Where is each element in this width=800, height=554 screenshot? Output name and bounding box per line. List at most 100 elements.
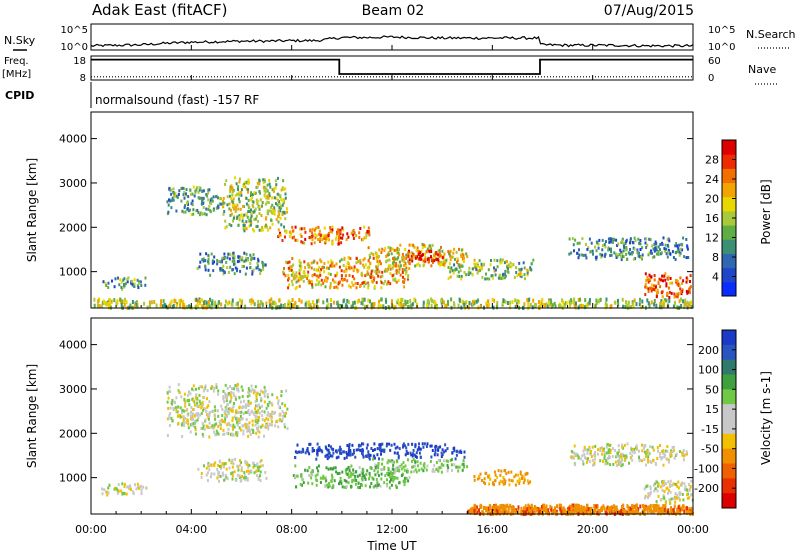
echo-cell	[198, 213, 201, 217]
echo-cell	[598, 238, 601, 242]
echo-cell	[585, 506, 588, 510]
echo-cell	[384, 474, 387, 478]
echo-cell	[274, 179, 277, 183]
echo-cell	[188, 304, 191, 309]
echo-cell	[180, 187, 183, 190]
echo-cell	[371, 476, 374, 480]
echo-cell	[376, 485, 379, 489]
echo-cell	[182, 421, 185, 425]
echo-cell	[298, 272, 301, 276]
echo-cell	[179, 414, 182, 417]
echo-cell	[221, 407, 224, 411]
echo-cell	[243, 229, 246, 233]
echo-cell	[434, 448, 437, 452]
echo-cell	[243, 222, 245, 226]
echo-cell	[177, 383, 180, 387]
echo-cell	[361, 483, 363, 487]
echo-cell	[663, 455, 666, 459]
echo-cell	[657, 281, 660, 285]
echo-cell	[363, 284, 366, 288]
echo-cell	[329, 467, 332, 471]
echo-cell	[522, 481, 525, 485]
echo-cell	[414, 464, 417, 468]
echo-cell	[459, 263, 462, 267]
echo-cell	[414, 256, 417, 260]
echo-cell	[251, 196, 253, 199]
echo-cell	[258, 268, 261, 272]
echo-cell	[575, 301, 577, 306]
echo-cell	[314, 226, 317, 230]
echo-cell	[647, 496, 649, 499]
echo-cell	[554, 506, 556, 511]
echo-cell	[223, 400, 226, 404]
echo-cell	[407, 253, 410, 256]
echo-cell	[331, 225, 334, 229]
echo-cell	[667, 488, 670, 492]
echo-cell	[183, 398, 186, 402]
echo-cell	[376, 253, 378, 257]
echo-cell	[477, 264, 479, 268]
echo-cell	[383, 448, 386, 452]
echo-cell	[238, 474, 241, 478]
echo-cell	[263, 394, 266, 398]
echo-cell	[334, 280, 337, 284]
echo-cell	[399, 264, 402, 268]
echo-cell	[194, 425, 197, 429]
echo-cell	[251, 269, 254, 273]
echo-cell	[430, 303, 433, 308]
echo-cell	[461, 264, 464, 268]
echo-cell	[412, 449, 415, 452]
echo-cell	[215, 429, 218, 433]
echo-cell	[667, 480, 670, 484]
echo-cell	[245, 227, 248, 231]
echo-cell	[621, 443, 624, 447]
echo-cell	[437, 258, 440, 262]
echo-cell	[231, 254, 234, 258]
echo-cell	[191, 414, 194, 418]
echo-cell	[398, 466, 400, 469]
echo-cell	[266, 212, 269, 215]
echo-cell	[529, 480, 532, 484]
echo-cell	[661, 301, 664, 306]
echo-cell	[283, 266, 285, 270]
echo-cell	[173, 298, 176, 303]
echo-cell	[635, 444, 638, 448]
echo-cell	[146, 305, 149, 310]
echo-cell	[208, 400, 211, 404]
echo-cell	[675, 452, 678, 456]
colorbar-tick-label: 50	[705, 383, 719, 396]
echo-cell	[150, 300, 153, 305]
echo-cell	[625, 246, 628, 249]
echo-cell	[343, 450, 345, 454]
echo-cell	[308, 303, 311, 308]
colorbar-tick-label: 8	[712, 251, 719, 264]
echo-cell	[580, 304, 583, 309]
echo-cell	[358, 231, 361, 235]
echo-cell	[258, 430, 261, 434]
echo-cell	[508, 483, 511, 487]
echo-cell	[665, 487, 668, 491]
echo-cell	[354, 474, 357, 478]
echo-cell	[238, 215, 241, 219]
echo-cell	[397, 454, 400, 458]
echo-cell	[204, 265, 207, 269]
echo-cell	[224, 219, 227, 223]
echo-cell	[381, 467, 384, 471]
echo-cell	[116, 299, 119, 304]
echo-cell	[649, 491, 652, 495]
echo-cell	[183, 417, 185, 421]
echo-cell	[433, 300, 436, 305]
echo-cell	[674, 495, 677, 499]
echo-cell	[532, 298, 535, 303]
echo-cell	[262, 262, 265, 266]
noise-tick-top-right: 10^5	[708, 25, 735, 36]
echo-cell	[669, 281, 672, 285]
echo-cell	[602, 448, 604, 452]
echo-cell	[213, 414, 216, 418]
echo-cell	[208, 468, 211, 472]
echo-cell	[585, 256, 588, 260]
echo-cell	[411, 253, 414, 257]
echo-cell	[423, 442, 426, 446]
echo-cell	[335, 470, 338, 474]
echo-cell	[545, 508, 548, 513]
